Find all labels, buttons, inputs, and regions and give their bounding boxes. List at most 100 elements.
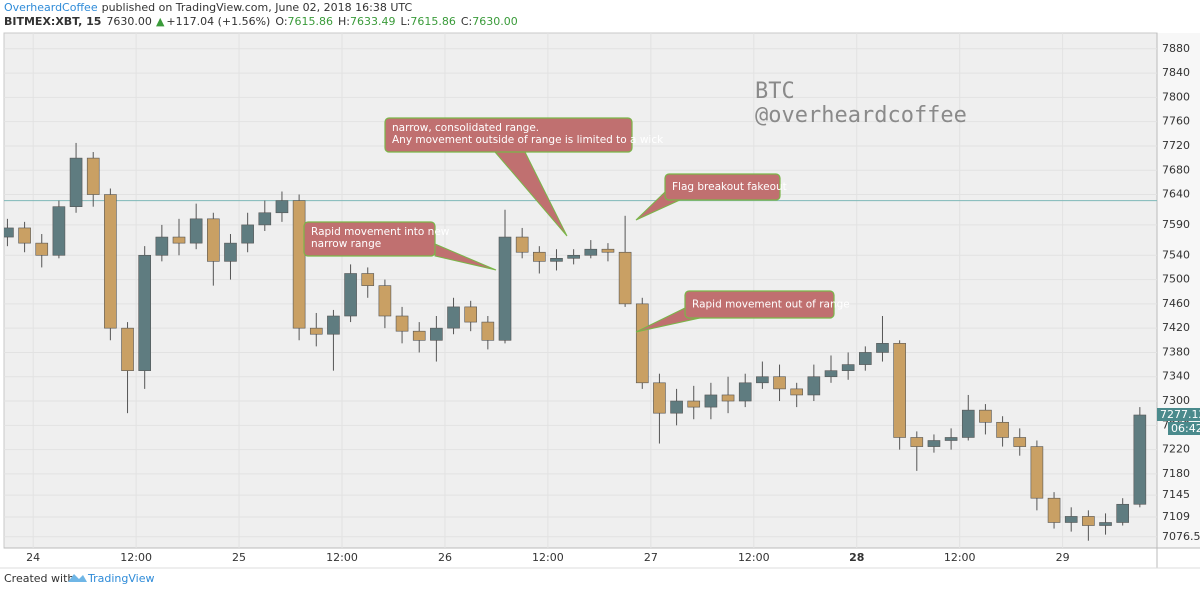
y-tick-label: 7800 [1162,90,1190,103]
candle-body [481,321,495,341]
ohlc-value: 7615.86 [288,15,334,28]
candle-body [121,327,134,371]
y-tick-label: 7340 [1162,370,1190,383]
ohlc-value: 7630.00 [472,15,518,28]
candle-body [4,227,14,238]
candle-body [207,218,220,262]
candle-body [996,421,1009,438]
x-tick-label: 24 [26,551,40,564]
y-tick-label: 7590 [1162,218,1190,231]
candle-body [1047,497,1061,523]
symbol: BITMEX:XBT, 15 [4,15,101,28]
candle-body [841,364,855,371]
candle-body [35,242,49,256]
candle-body [327,315,340,335]
candle-body [69,157,83,207]
price-axis [1157,33,1200,548]
plot-area [3,32,1158,549]
candle-body [859,352,872,365]
header-line-1: OverheardCoffee published on TradingView.… [4,1,412,14]
annotation-box [384,117,633,153]
y-tick-label: 7180 [1162,467,1190,480]
candle-body [395,315,409,332]
candle-body [292,200,306,329]
header-line-2: BITMEX:XBT, 15 7630.00 ▲ +117.04 (+1.56%) O:… [4,15,518,28]
candle-body [738,382,752,402]
annotation-text: Rapid movement out of range [692,299,850,311]
y-tick-label: 7109 [1162,510,1190,523]
x-tick-label: 12:00 [738,551,770,564]
candle-body [378,285,392,317]
x-tick-label: 27 [644,551,658,564]
candle-body [430,327,443,341]
candle-body [807,376,821,396]
arrow: ▲ [156,15,165,28]
x-tick-label: 26 [438,551,452,564]
candle-body [309,327,323,335]
ohlc-value: 7615.86 [410,15,456,28]
candle-body [1030,446,1044,499]
candle-body [533,251,546,262]
candle-body [1064,516,1078,523]
candle-body [104,194,117,329]
candle-body [876,343,889,353]
candle-body [567,254,580,259]
candle-body [241,224,254,244]
candle-body [704,394,718,408]
annotation-box [303,221,436,257]
footer-brand[interactable]: TradingView [87,572,154,585]
candle-body [824,370,838,378]
ohlc-key: C: [461,15,472,28]
candle-body [927,440,941,447]
author[interactable]: OverheardCoffee [4,1,98,14]
candle-body [515,236,529,253]
candle-body [584,248,598,256]
candle-body [910,437,924,447]
y-tick-label: 7076.50 [1162,530,1200,543]
candle-body [773,376,786,390]
candle-body [1133,414,1147,505]
ohlc-key: O: [275,15,287,28]
candle-body [1099,522,1112,526]
change: +117.04 (+1.56%) [166,15,270,28]
candle-body [464,306,477,323]
y-tick-label: 7720 [1162,139,1190,152]
candle-body [86,157,100,195]
candle-body [155,236,169,256]
ohlc-key: H: [338,15,350,28]
x-tick-label: 28 [849,551,864,564]
candle-body [1013,437,1027,447]
annotation-text: Any movement outside of range is limited… [392,134,664,146]
candle-body [361,273,375,286]
y-tick-label: 7145 [1162,488,1190,501]
x-tick-label: 12:00 [532,551,564,564]
y-tick-label: 7680 [1162,163,1190,176]
candle-body [258,212,272,226]
y-tick-label: 7460 [1162,297,1190,310]
candle-body [670,400,683,414]
candle-body [344,273,357,317]
x-tick-label: 12:00 [326,551,358,564]
y-tick-label: 7540 [1162,248,1190,261]
candle-body [172,236,186,244]
tv-logo [68,574,87,582]
candle-body [138,254,151,371]
annotation-text: Rapid movement into new [311,226,450,238]
y-tick-label: 7840 [1162,66,1190,79]
candle-body [498,236,512,341]
y-tick-label: 7640 [1162,188,1190,201]
y-tick-label: 7880 [1162,42,1190,55]
candle-body [790,388,803,396]
candle-body [961,409,975,438]
candle-body [52,206,66,256]
candle-body [687,400,701,408]
last-price-label: 7277.12 [1160,408,1200,421]
candle-body [412,330,426,341]
x-tick-label: 29 [1056,551,1070,564]
candles [4,142,1157,541]
countdown-box [1168,421,1200,435]
annotation-text: narrow range [311,238,381,250]
watermark: BTC [755,79,795,104]
candle-body [601,248,615,253]
